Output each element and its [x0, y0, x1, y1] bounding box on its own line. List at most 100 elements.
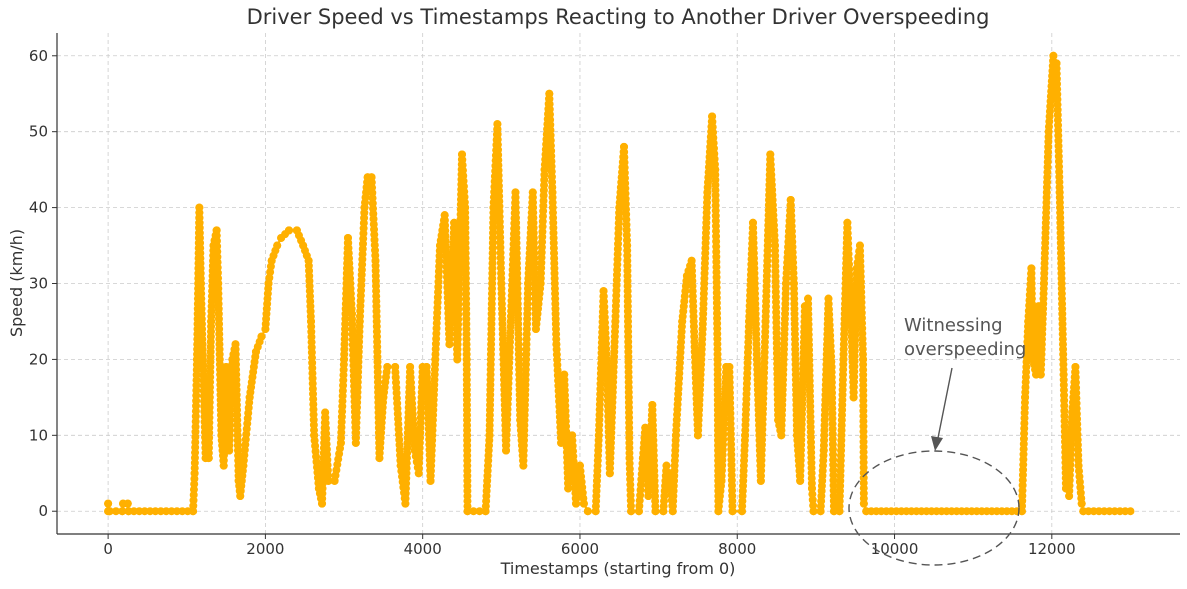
data-point: [572, 499, 581, 508]
data-point: [528, 188, 537, 197]
data-point: [545, 89, 554, 98]
data-point: [651, 507, 660, 516]
data-point: [698, 325, 707, 334]
data-point: [728, 507, 737, 516]
chart-title: Driver Speed vs Timestamps Reacting to A…: [247, 5, 990, 29]
data-point: [435, 241, 444, 250]
data-point: [678, 317, 687, 326]
data-point: [371, 256, 380, 265]
trace-marker: [808, 495, 817, 504]
data-point: [204, 454, 213, 463]
data-point: [239, 461, 248, 470]
data-point: [195, 203, 204, 212]
data-point: [1065, 492, 1074, 501]
data-point: [493, 120, 502, 129]
data-point: [713, 355, 722, 364]
data-point: [1021, 393, 1030, 402]
trace-marker: [809, 501, 818, 510]
data-point: [1055, 188, 1064, 197]
data-point: [1034, 302, 1043, 311]
data-point: [396, 461, 405, 470]
data-point: [209, 241, 218, 250]
data-point: [1024, 317, 1033, 326]
data-point: [318, 499, 327, 508]
data-point: [284, 226, 293, 235]
data-point: [391, 363, 400, 371]
data-point: [843, 218, 852, 227]
data-point: [445, 340, 454, 349]
data-point: [807, 484, 816, 493]
annotation-arrow-shaft: [937, 367, 953, 439]
data-point: [789, 279, 798, 288]
data-point: [189, 507, 198, 516]
data-point: [217, 431, 226, 440]
data-point: [440, 211, 449, 220]
data-point: [1079, 507, 1088, 516]
x-tick-label: 10000: [871, 540, 919, 558]
x-tick-label: 6000: [561, 540, 599, 558]
data-point: [497, 279, 506, 288]
y-tick-label: 10: [29, 426, 48, 444]
speed-series: [104, 51, 1135, 516]
data-point: [1052, 59, 1061, 68]
data-point: [662, 461, 671, 470]
data-point: [594, 431, 603, 440]
annotation-line-2: overspeeding: [904, 339, 1026, 360]
data-point: [1036, 370, 1045, 379]
trace-marker: [808, 490, 817, 499]
data-point: [540, 165, 549, 174]
data-point: [190, 469, 199, 478]
data-point: [552, 340, 561, 349]
axes: 0 2000 4000 6000 8000 10000 12000 0 10 20 30 40 50 60: [29, 33, 1180, 558]
data-point: [659, 507, 668, 516]
data-point: [800, 302, 809, 311]
data-point: [502, 446, 511, 455]
data-point: [524, 279, 533, 288]
data-point: [770, 241, 779, 250]
data-point: [644, 492, 653, 501]
data-point: [693, 431, 702, 440]
data-point: [591, 507, 600, 516]
data-point: [824, 294, 833, 303]
data-point: [340, 355, 349, 364]
data-point: [634, 507, 643, 516]
data-point: [766, 150, 775, 159]
data-point: [360, 203, 369, 212]
y-tick-label: 60: [29, 47, 48, 65]
data-point: [307, 317, 316, 326]
data-point: [611, 317, 620, 326]
data-point: [118, 507, 127, 516]
data-point: [1077, 499, 1086, 508]
data-point: [123, 499, 132, 508]
data-point: [531, 325, 540, 334]
data-point: [809, 507, 818, 516]
data-point: [1059, 370, 1068, 379]
data-point: [214, 279, 223, 288]
data-point: [741, 431, 750, 440]
data-point: [774, 416, 783, 425]
data-point: [847, 317, 856, 326]
y-tick-label: 0: [38, 502, 48, 520]
data-point: [196, 279, 205, 288]
data-point: [310, 431, 319, 440]
data-point: [330, 476, 339, 485]
data-point: [839, 355, 848, 364]
data-point: [602, 355, 611, 364]
data-point: [605, 469, 614, 478]
annotation: Witnessing overspeeding: [848, 315, 1026, 566]
data-point: [234, 476, 243, 485]
data-point: [665, 469, 674, 478]
data-point: [638, 454, 647, 463]
data-point: [819, 446, 828, 455]
data-point: [198, 340, 207, 349]
data-point: [641, 423, 650, 432]
data-point: [756, 476, 765, 485]
data-point: [793, 431, 802, 440]
trace-marker: [475, 507, 484, 516]
data-point: [786, 196, 795, 204]
data-point: [827, 363, 836, 371]
data-point: [623, 241, 632, 250]
data-point: [461, 203, 470, 212]
data-point: [453, 355, 462, 364]
